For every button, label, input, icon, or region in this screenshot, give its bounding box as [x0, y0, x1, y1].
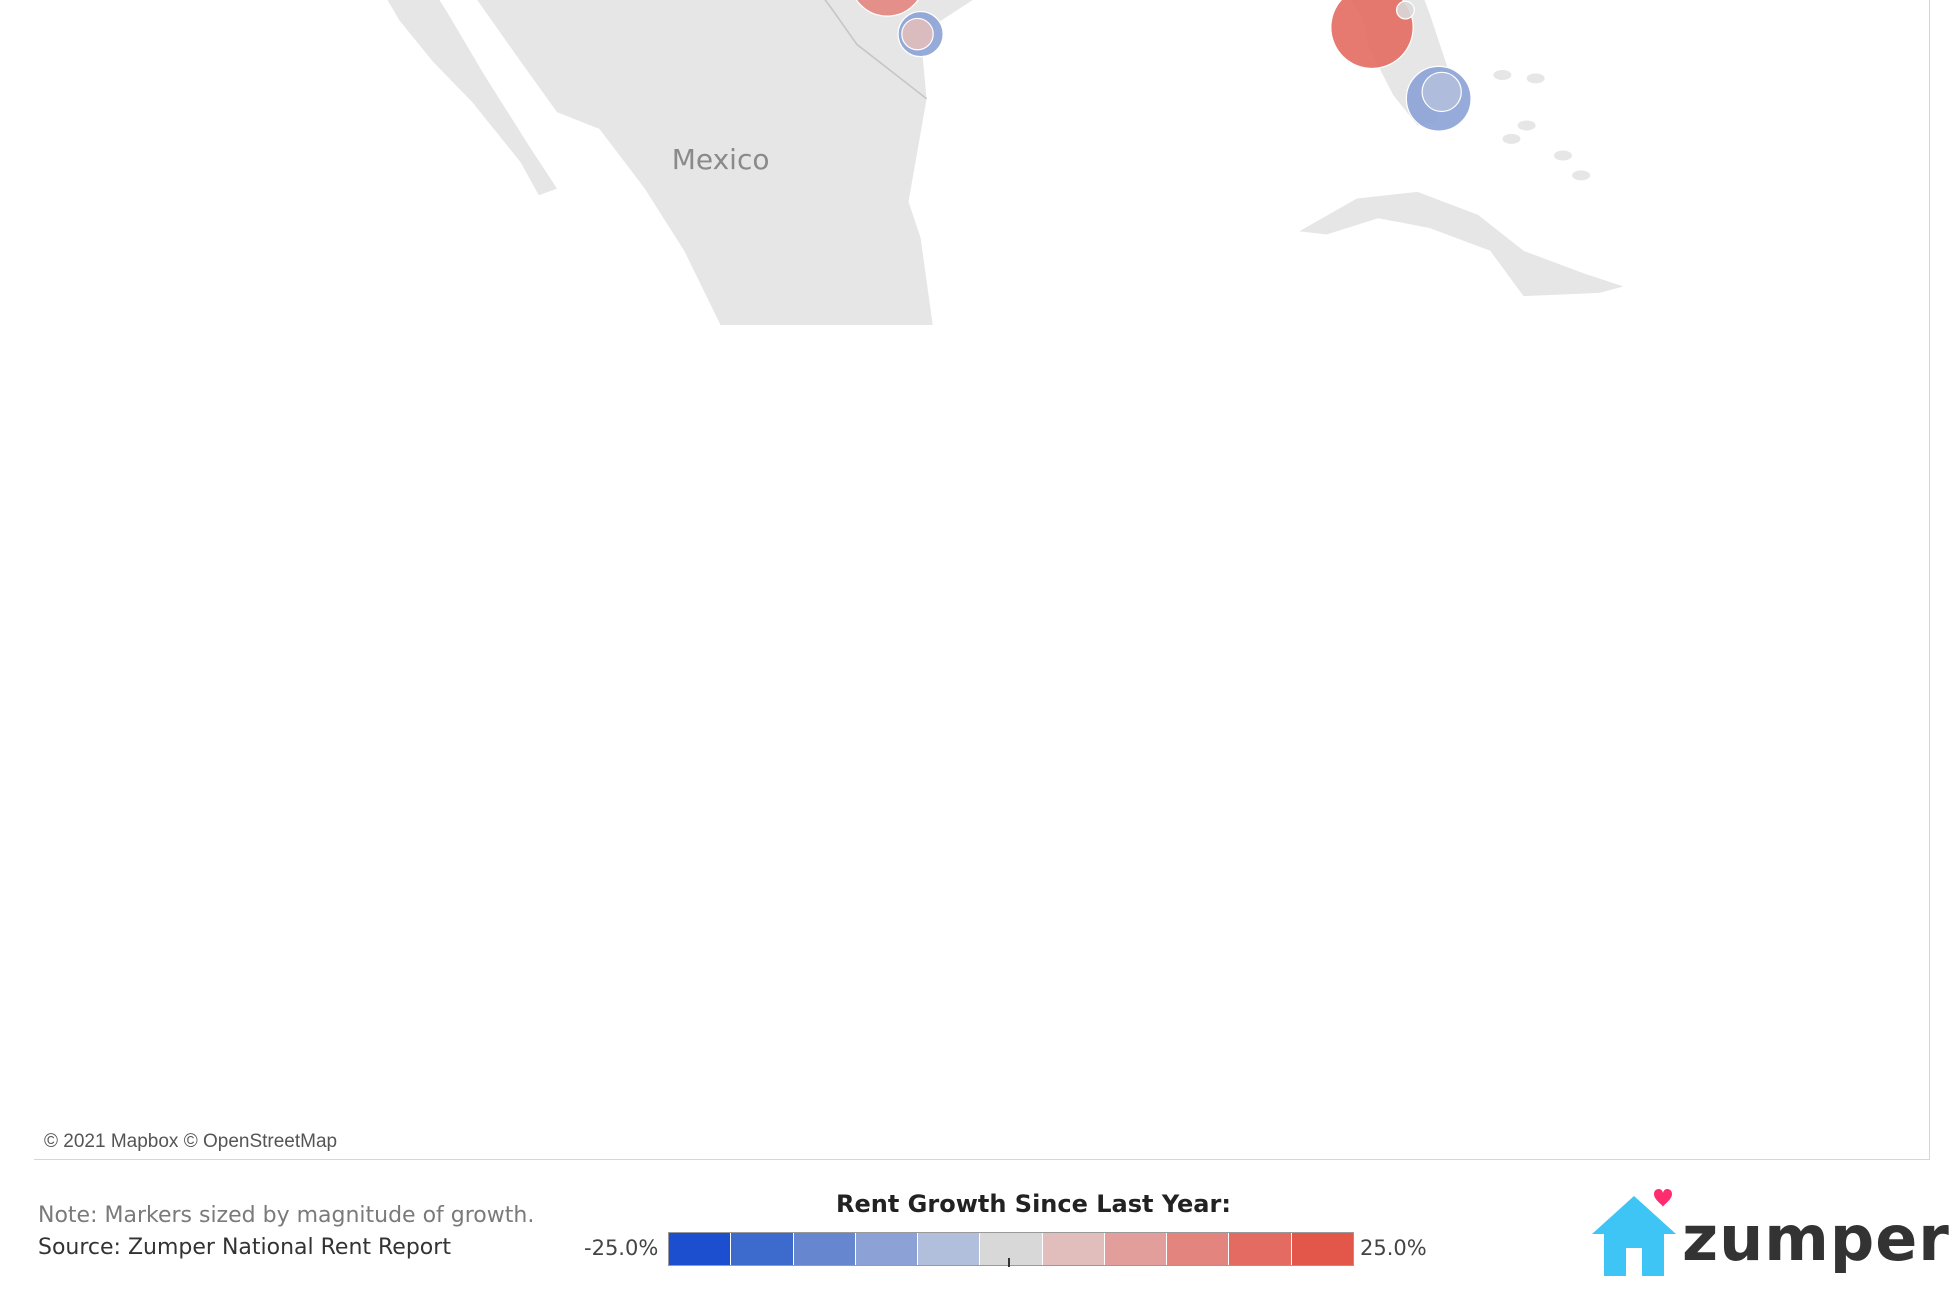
legend-title: Rent Growth Since Last Year: [836, 1190, 1231, 1218]
legend-swatch [669, 1233, 732, 1265]
legend-min-label: -25.0% [584, 1236, 659, 1260]
legend-swatch [1229, 1233, 1292, 1265]
rent-growth-map[interactable]: OntarioingtoMontanaNorthDakotaMinnesotaS… [34, 0, 1930, 1160]
legend-swatch [855, 1233, 919, 1265]
legend-max-label: 25.0% [1360, 1236, 1427, 1260]
map-canvas[interactable]: OntarioingtoMontanaNorthDakotaMinnesotaS… [34, 0, 1930, 1160]
state-borders [824, 0, 928, 100]
city-markers [850, 0, 1472, 132]
place-labels: OntarioingtoMontanaNorthDakotaMinnesotaS… [672, 143, 770, 176]
footnote: Note: Markers sized by magnitude of grow… [38, 1203, 535, 1228]
house-heart-icon [1592, 1188, 1676, 1276]
color-legend [668, 1232, 1354, 1266]
city-marker[interactable] [901, 17, 934, 51]
legend-swatch [1042, 1233, 1105, 1265]
legend-swatch [731, 1233, 794, 1265]
legend-swatch [918, 1233, 981, 1265]
legend-swatch [980, 1233, 1043, 1265]
land-layer [387, 0, 1624, 325]
legend-swatch [1167, 1233, 1230, 1265]
legend-zero-tick [1008, 1258, 1010, 1267]
legend-swatch [1291, 1233, 1353, 1265]
legend-swatch [793, 1233, 856, 1265]
city-marker[interactable] [1330, 0, 1414, 70]
city-marker[interactable] [850, 0, 924, 17]
place-label: Mexico [672, 143, 770, 176]
city-marker[interactable] [1395, 0, 1415, 20]
legend-swatch [1104, 1233, 1168, 1265]
map-attribution[interactable]: © 2021 Mapbox © OpenStreetMap [44, 1131, 338, 1152]
zumper-logo[interactable]: zumper [1584, 1182, 1949, 1282]
zumper-wordmark: zumper [1682, 1202, 1950, 1275]
city-marker[interactable] [1421, 71, 1462, 113]
source-note: Source: Zumper National Rent Report [38, 1235, 451, 1260]
